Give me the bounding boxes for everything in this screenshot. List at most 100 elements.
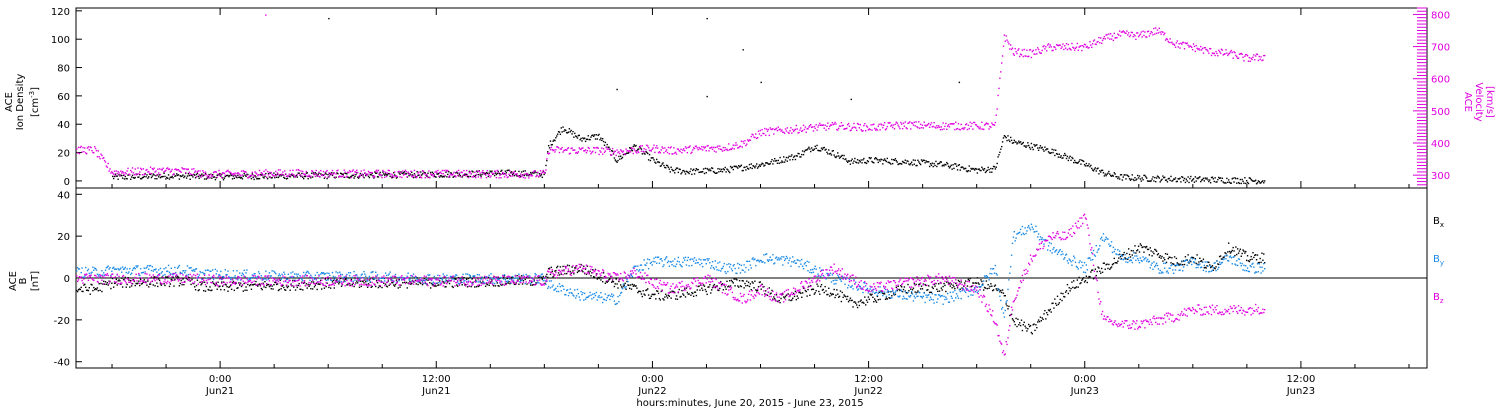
top-series-1-point-705 — [710, 146, 713, 149]
top-series-1-point-659 — [669, 147, 671, 149]
top-series-1-point-429 — [462, 175, 464, 177]
top-series-1-point-961 — [941, 128, 943, 131]
bottom-series-1-point-556 — [576, 288, 579, 291]
bottom-series-0-point-550 — [571, 266, 573, 268]
bottom-series-1-point-851 — [842, 276, 844, 279]
top-series-1-point-785 — [783, 131, 785, 133]
bottom-series-0-point-1273 — [1222, 256, 1224, 259]
top-series-1-point-6 — [81, 151, 83, 153]
bottom-series-0-point-979 — [957, 279, 960, 282]
bottom-series-1-point-475 — [503, 274, 506, 276]
top-series-0-point-1172 — [1167, 178, 1170, 180]
x-tick-date-4: Jun23 — [1070, 386, 1099, 397]
top-series-1-point-349 — [390, 176, 392, 178]
top-series-0-point-847 — [874, 157, 877, 159]
top-series-0-point-1125 — [1125, 178, 1127, 180]
top-series-0-point-122 — [221, 177, 224, 179]
top-series-0-point-46 — [153, 174, 155, 176]
bottom-series-0-point-831 — [824, 285, 826, 288]
top-series-1-point-990 — [967, 124, 970, 127]
top-series-1-point-779 — [777, 126, 780, 128]
bottom-series-0-point-104 — [169, 283, 172, 285]
bottom-series-0-point-434 — [466, 286, 469, 288]
bottom-series-0-point-488 — [515, 282, 517, 284]
bottom-series-0-point-1170 — [1129, 256, 1132, 258]
top-series-1-point-23 — [96, 156, 99, 158]
top-series-1-point-1273 — [1222, 54, 1224, 56]
top-series-1-point-514 — [538, 174, 541, 176]
top-series-0-point-1133 — [1132, 178, 1134, 181]
bottom-series-0-point-1083 — [1051, 302, 1053, 305]
bottom-series-1-point-403 — [438, 277, 441, 280]
bottom-series-0-point-309 — [354, 277, 356, 279]
top-series-0-point-966 — [982, 168, 984, 170]
top-series-1-point-859 — [849, 129, 852, 132]
bottom-series-0-point-637 — [649, 297, 652, 300]
top-series-1-point-835 — [828, 127, 830, 130]
top-series-1-point-1003 — [979, 126, 981, 128]
bottom-series-0-point-674 — [683, 294, 685, 296]
top-series-0-point-1089 — [1092, 170, 1095, 172]
top-series-1-point-1187 — [1145, 36, 1147, 38]
top-series-1-point-302 — [348, 171, 350, 174]
bottom-series-0-point-1022 — [996, 289, 998, 292]
top-series-0-point-1212 — [1203, 180, 1206, 182]
bottom-series-1-point-333 — [375, 275, 378, 278]
top-series-0-point-630 — [679, 168, 681, 171]
top-series-0-point-964 — [980, 169, 982, 172]
top-series-1-point-46 — [117, 170, 119, 173]
top-series-1-point-651 — [662, 147, 664, 149]
bottom-series-0-point-249 — [300, 288, 302, 291]
bottom-series-0-point-419 — [453, 277, 455, 279]
bottom-series-0-point-666 — [675, 295, 678, 297]
bottom-series-1-point-648 — [659, 258, 662, 261]
top-series-1-point-517 — [541, 171, 544, 174]
bottom-series-1-point-77 — [145, 267, 147, 269]
top-series-1-point-1227 — [1181, 43, 1183, 45]
top-series-0-point-703 — [745, 169, 747, 171]
top-series-0-point-263 — [348, 177, 351, 179]
bottom-series-0-point-292 — [338, 281, 341, 283]
top-series-0-point-334 — [412, 176, 415, 179]
bottom-series-1-point-142 — [203, 272, 206, 275]
bottom-series-0-point-764 — [764, 293, 766, 295]
top-series-0-point-1095 — [1098, 173, 1100, 175]
bottom-series-1-point-860 — [850, 286, 852, 288]
top-series-1-point-706 — [711, 148, 714, 151]
top-series-0-point-965 — [981, 166, 983, 169]
top-series-0-point-1059 — [1065, 157, 1068, 160]
top-series-0-point-83 — [186, 175, 189, 177]
top-series-0-point-754 — [791, 154, 793, 156]
top-left-label-ion-density: Ion Density — [15, 74, 26, 131]
top-series-0-point-1090 — [1093, 168, 1096, 170]
bottom-series-1-point-805 — [801, 258, 803, 261]
bottom-series-1-point-44 — [115, 268, 118, 271]
top-series-1-point-685 — [692, 147, 695, 149]
bottom-series-0-point-787 — [784, 295, 787, 298]
bottom-series-0-point-531 — [554, 270, 556, 272]
bottom-series-0-point-186 — [243, 282, 245, 285]
top-series-1-point-1006 — [982, 128, 984, 130]
top-series-1-point-695 — [701, 149, 704, 151]
bottom-series-0-point-23 — [96, 287, 99, 289]
bottom-series-1-point-486 — [513, 277, 516, 279]
top-series-1-point-242 — [293, 175, 296, 178]
bottom-series-0-point-277 — [325, 285, 327, 288]
top-series-1-point-1217 — [1172, 43, 1174, 45]
top-series-1-point-807 — [802, 124, 805, 127]
bottom-series-1-point-788 — [785, 255, 788, 258]
bottom-series-0-point-721 — [725, 288, 727, 290]
bottom-series-0-point-653 — [664, 296, 666, 298]
bottom-series-1-point-734 — [737, 262, 739, 265]
bottom-series-1-point-235 — [287, 273, 290, 276]
top-series-0-point-199 — [291, 174, 293, 176]
bottom-series-1-point-814 — [809, 271, 811, 274]
top-series-1-point-1035 — [1008, 43, 1010, 45]
top-series-0-point-1111 — [1112, 175, 1115, 177]
top-series-0-point-776 — [810, 147, 813, 149]
top-series-0-point-1018 — [1028, 146, 1031, 149]
bottom-series-1-point-65 — [134, 267, 136, 270]
top-series-0-point-1087 — [1091, 167, 1093, 170]
top-series-0-point-163 — [258, 177, 261, 180]
top-series-0-point-582 — [636, 149, 638, 152]
